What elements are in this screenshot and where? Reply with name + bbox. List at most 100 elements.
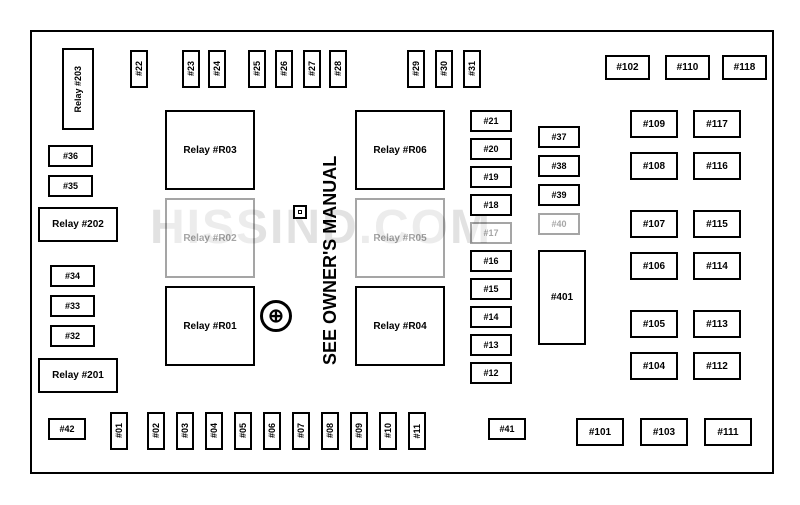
fuse-box-relay-r02: Relay #R02 <box>165 198 255 278</box>
fuse-label: Relay #R02 <box>183 233 236 244</box>
circle-symbol-glyph: ⊕ <box>268 304 284 328</box>
fuse-label: #113 <box>706 319 728 330</box>
fuse-box-f29: #29 <box>407 50 425 88</box>
fuse-label: #11 <box>412 424 422 439</box>
fuse-box-f401: #401 <box>538 250 586 345</box>
fuse-label: Relay #R01 <box>183 321 236 332</box>
fuse-box-f23: #23 <box>182 50 200 88</box>
fuse-label: #07 <box>296 423 306 438</box>
fuse-box-f36: #36 <box>48 145 93 167</box>
fuse-box-f114: #114 <box>693 252 741 280</box>
fuse-label: #23 <box>186 61 196 76</box>
fuse-label: #115 <box>706 219 728 230</box>
fuse-box-f113: #113 <box>693 310 741 338</box>
fuse-box-f14: #14 <box>470 306 512 328</box>
see-owners-manual-label: SEE OWNER'S MANUAL <box>320 105 341 365</box>
fuse-box-f102: #102 <box>605 55 650 80</box>
fuse-label: Relay #202 <box>52 219 104 230</box>
fuse-label: #41 <box>499 424 514 434</box>
fuse-box-f13: #13 <box>470 334 512 356</box>
fuse-box-f106: #106 <box>630 252 678 280</box>
fuse-box-f26: #26 <box>275 50 293 88</box>
fuse-label: Relay #R06 <box>373 145 426 156</box>
fuse-box-f117: #117 <box>693 110 741 138</box>
fuse-label: #05 <box>238 423 248 438</box>
fuse-label: #101 <box>589 427 611 438</box>
fuse-box-f109: #109 <box>630 110 678 138</box>
fuse-label: #34 <box>65 271 80 281</box>
fuse-label: Relay #R03 <box>183 145 236 156</box>
fuse-label: #35 <box>63 181 78 191</box>
fuse-label: #103 <box>653 427 675 438</box>
fuse-label: #22 <box>134 61 144 76</box>
fuse-label: #19 <box>483 172 498 182</box>
fuse-box-f101: #101 <box>576 418 624 446</box>
fuse-label: #02 <box>151 423 161 438</box>
fuse-box-f21: #21 <box>470 110 512 132</box>
fuse-label: #21 <box>483 116 498 126</box>
fuse-label: #37 <box>551 132 566 142</box>
fuse-box-f111: #111 <box>704 418 752 446</box>
fuse-box-f116: #116 <box>693 152 741 180</box>
fuse-label: #25 <box>252 61 262 76</box>
fuse-label: #14 <box>483 312 498 322</box>
fuse-box-relay-r01: Relay #R01 <box>165 286 255 366</box>
fuse-box-f04: #04 <box>205 412 223 450</box>
fuse-label: #04 <box>209 423 219 438</box>
fuse-label: #105 <box>643 319 665 330</box>
fuse-label: #06 <box>267 423 277 438</box>
fuse-box-f02: #02 <box>147 412 165 450</box>
fuse-box-f09: #09 <box>350 412 368 450</box>
fuse-label: #104 <box>643 361 665 372</box>
fuse-label: #114 <box>706 261 728 272</box>
fuse-label: #401 <box>551 292 573 303</box>
fuse-box-f108: #108 <box>630 152 678 180</box>
fuse-label: #13 <box>483 340 498 350</box>
fuse-box-f20: #20 <box>470 138 512 160</box>
fuse-box-f35: #35 <box>48 175 93 197</box>
fuse-label: #20 <box>483 144 498 154</box>
fuse-box-f34: #34 <box>50 265 95 287</box>
fuse-box-f107: #107 <box>630 210 678 238</box>
fuse-box-f08: #08 <box>321 412 339 450</box>
fuse-label: #15 <box>483 284 498 294</box>
fuse-box-f05: #05 <box>234 412 252 450</box>
fuse-box-f22: #22 <box>130 50 148 88</box>
fuse-box-f105: #105 <box>630 310 678 338</box>
fuse-label: Relay #203 <box>73 66 83 113</box>
fuse-label: #40 <box>551 219 566 229</box>
fuse-label: #01 <box>114 423 124 438</box>
fuse-box-relay-203: Relay #203 <box>62 48 94 130</box>
fuse-label: #29 <box>411 61 421 76</box>
fuse-label: Relay #R05 <box>373 233 426 244</box>
fuse-label: #112 <box>706 361 728 372</box>
fuse-box-f32: #32 <box>50 325 95 347</box>
fuse-label: #30 <box>439 61 449 76</box>
fuse-box-f15: #15 <box>470 278 512 300</box>
fuse-box-relay-r06: Relay #R06 <box>355 110 445 190</box>
fuse-box-f28: #28 <box>329 50 347 88</box>
fuse-box-f12: #12 <box>470 362 512 384</box>
fuse-box-f37: #37 <box>538 126 580 148</box>
fuse-box-f17: #17 <box>470 222 512 244</box>
fuse-label: #03 <box>180 423 190 438</box>
fuse-label: #28 <box>333 61 343 76</box>
fuse-box-f16: #16 <box>470 250 512 272</box>
fuse-label: #111 <box>717 427 738 438</box>
circle-symbol: ⊕ <box>260 300 292 332</box>
fuse-box-f104: #104 <box>630 352 678 380</box>
fuse-box-relay-202: Relay #202 <box>38 207 118 242</box>
fuse-label: #108 <box>643 161 665 172</box>
fuse-label: #106 <box>643 261 665 272</box>
fuse-label: #39 <box>551 190 566 200</box>
fuse-box-relay-201: Relay #201 <box>38 358 118 393</box>
fuse-label: #109 <box>643 119 665 130</box>
fuse-label: #16 <box>483 256 498 266</box>
fuse-box-f19: #19 <box>470 166 512 188</box>
fuse-label: Relay #201 <box>52 370 104 381</box>
fuse-box-relay-r03: Relay #R03 <box>165 110 255 190</box>
fuse-label: Relay #R04 <box>373 321 426 332</box>
fuse-diagram-canvas: HISSIND.COM SEE OWNER'S MANUAL ⊕ Relay #… <box>0 0 800 505</box>
fuse-label: #24 <box>212 61 222 76</box>
fuse-label: #116 <box>706 161 728 172</box>
